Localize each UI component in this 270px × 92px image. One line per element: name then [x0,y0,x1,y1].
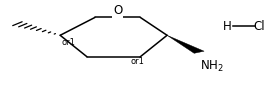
Text: or1: or1 [131,57,145,66]
Text: NH$_2$: NH$_2$ [200,59,224,74]
Text: H: H [223,20,232,33]
Text: Cl: Cl [254,20,265,33]
Polygon shape [167,35,204,53]
Text: O: O [113,4,122,17]
Text: or1: or1 [62,38,75,47]
